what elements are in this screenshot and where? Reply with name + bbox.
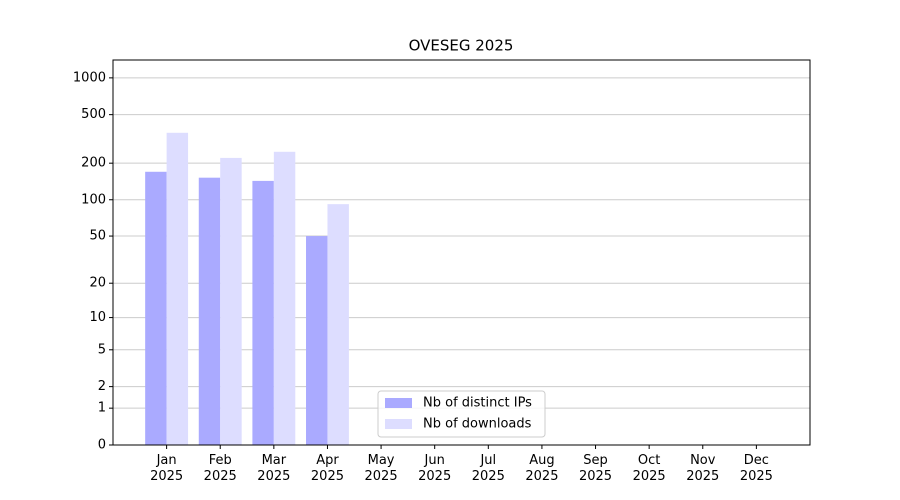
y-tick-label: 500 xyxy=(81,107,106,122)
y-tick-label: 0 xyxy=(98,438,106,453)
legend-label: Nb of downloads xyxy=(423,417,532,432)
legend-swatch xyxy=(385,398,412,408)
legend-box xyxy=(377,390,546,438)
x-tick-label: Jul 2025 xyxy=(471,453,505,484)
y-tick-label: 200 xyxy=(81,156,106,171)
bar xyxy=(252,180,274,446)
x-tick-label: Jun 2025 xyxy=(418,453,452,484)
bar xyxy=(220,157,242,446)
legend-swatch xyxy=(385,419,412,429)
x-tick-label: Jan 2025 xyxy=(150,453,184,484)
y-tick-label: 10 xyxy=(89,310,106,325)
x-tick-label: Apr 2025 xyxy=(310,453,344,484)
x-tick-label: Nov 2025 xyxy=(686,453,720,484)
legend: Nb of distinct IPs Nb of downloads xyxy=(377,390,546,438)
x-tick-label: Aug 2025 xyxy=(525,453,559,484)
bar xyxy=(327,204,349,445)
x-tick-label: Dec 2025 xyxy=(739,453,773,484)
bar xyxy=(166,132,189,445)
plot-frame xyxy=(112,59,811,446)
chart-title: OVESEG 2025 xyxy=(409,37,514,55)
x-tick-label: Feb 2025 xyxy=(203,453,237,484)
x-tick-label: Mar 2025 xyxy=(257,453,291,484)
x-tick-label: May 2025 xyxy=(364,453,398,484)
bar xyxy=(198,177,221,446)
legend-label: Nb of distinct IPs xyxy=(423,396,532,411)
y-tick-label: 20 xyxy=(89,276,106,291)
y-tick-label: 50 xyxy=(89,229,106,244)
y-tick-label: 1000 xyxy=(73,70,106,85)
x-tick-label: Sep 2025 xyxy=(578,453,613,484)
bar xyxy=(306,236,328,445)
bar xyxy=(273,151,296,445)
bar xyxy=(145,171,167,446)
x-tick-label: Oct 2025 xyxy=(632,453,666,484)
y-tick-label: 2 xyxy=(98,379,106,394)
y-tick-label: 100 xyxy=(81,192,106,207)
y-tick-label: 5 xyxy=(98,342,106,357)
y-tick-label: 1 xyxy=(98,401,106,416)
